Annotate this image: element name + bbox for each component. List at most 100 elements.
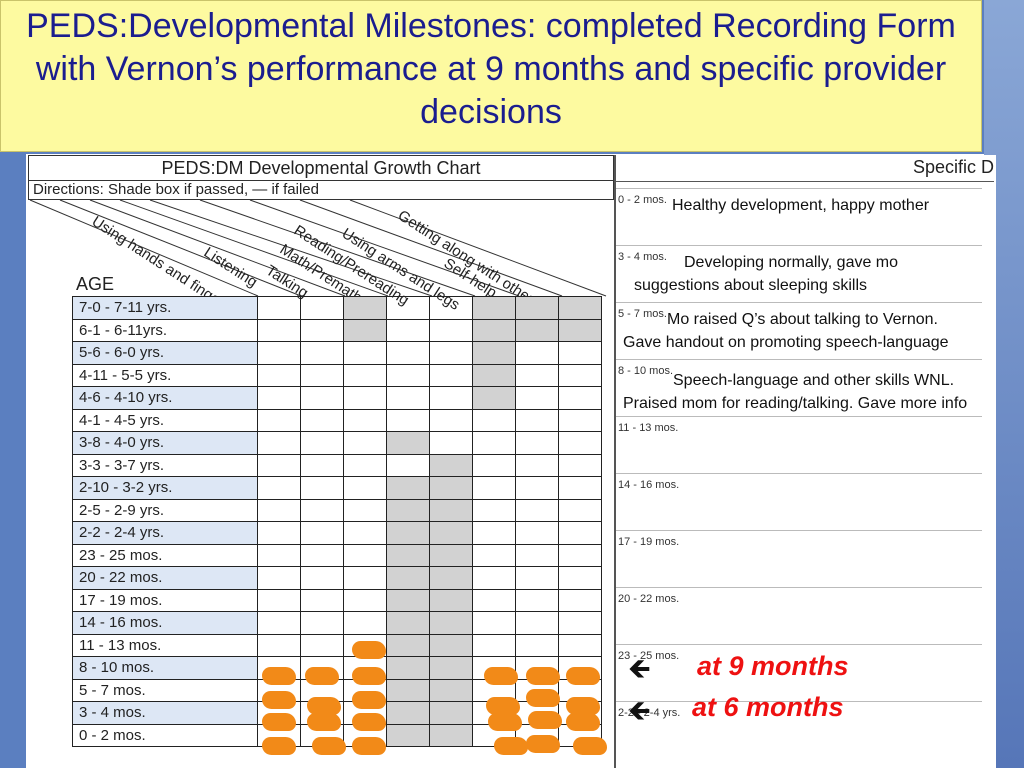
- passed-marker: [307, 697, 341, 715]
- grid-cell: [429, 566, 473, 590]
- grid-cell: [300, 296, 344, 320]
- grid-cell: [386, 341, 430, 365]
- grid-cell: [429, 296, 473, 320]
- grid-cell: [429, 656, 473, 680]
- grid-cell: [429, 363, 473, 387]
- grid-cell: [257, 566, 301, 590]
- decision-note: Mo raised Q’s about talking to Vernon. G…: [623, 311, 949, 351]
- grid-cell: [472, 476, 516, 500]
- grid-cell: [300, 588, 344, 612]
- grid-cell: [472, 521, 516, 545]
- grid-cell: [300, 611, 344, 635]
- grid-cell: [343, 341, 387, 365]
- grid-cell: [257, 521, 301, 545]
- passed-marker: [573, 737, 607, 755]
- grid-cell: [257, 341, 301, 365]
- grid-cell: [515, 341, 559, 365]
- grid-cell: [558, 386, 602, 410]
- table-row: 4-11 - 5-5 yrs.: [72, 363, 602, 387]
- age-row-label: 2-10 - 3-2 yrs.: [72, 476, 258, 500]
- age-row-label: 17 - 19 mos.: [72, 588, 258, 612]
- table-row: 11 - 13 mos.: [72, 633, 602, 657]
- grid-cell: [515, 296, 559, 320]
- grid-cell: [300, 521, 344, 545]
- grid-cell: [386, 588, 430, 612]
- decision-row-line: [616, 701, 982, 702]
- grid-cell: [472, 498, 516, 522]
- grid-cell: [472, 611, 516, 635]
- passed-marker: [526, 689, 560, 707]
- decision-row-line: [616, 359, 982, 360]
- passed-marker: [484, 667, 518, 685]
- age-row-label: 6-1 - 6-11yrs.: [72, 318, 258, 342]
- grid-cell: [472, 543, 516, 567]
- decision-row-line: [616, 416, 982, 417]
- grid-cell: [472, 386, 516, 410]
- grid-cell: [386, 701, 430, 725]
- passed-marker: [488, 713, 522, 731]
- grid-cell: [343, 296, 387, 320]
- grid-cell: [472, 453, 516, 477]
- passed-marker: [352, 737, 386, 755]
- passed-marker: [262, 691, 296, 709]
- decision-row-label: 23 - 25 mos.: [618, 650, 680, 662]
- grid-cell: [386, 543, 430, 567]
- age-row-label: 11 - 13 mos.: [72, 633, 258, 657]
- growth-chart-grid: 7-0 - 7-11 yrs. 6-1 - 6-11yrs. 5-6 - 6-0 y…: [72, 296, 602, 747]
- grid-cell: [515, 318, 559, 342]
- grid-cell: [300, 566, 344, 590]
- grid-cell: [300, 633, 344, 657]
- grid-cell: [429, 498, 473, 522]
- grid-cell: [343, 408, 387, 432]
- decision-row-label: 11 - 13 mos.: [618, 422, 679, 434]
- table-row: 2-2 - 2-4 yrs.: [72, 521, 602, 545]
- age-row-label: 4-11 - 5-5 yrs.: [72, 363, 258, 387]
- table-row: 2-5 - 2-9 yrs.: [72, 498, 602, 522]
- grid-cell: [257, 431, 301, 455]
- grid-cell: [386, 453, 430, 477]
- annotation-9-months: at 9 months: [697, 651, 849, 681]
- decision-row-line: [616, 188, 982, 189]
- left-arrow-icon: 🡸: [628, 695, 651, 726]
- grid-cell: [343, 611, 387, 635]
- grid-cell: [300, 453, 344, 477]
- decision-row-line: [616, 302, 982, 303]
- decision-row-line: [616, 587, 982, 588]
- grid-cell: [300, 476, 344, 500]
- grid-cell: [472, 363, 516, 387]
- table-row: 3-3 - 3-7 yrs.: [72, 453, 602, 477]
- grid-cell: [515, 431, 559, 455]
- grid-cell: [558, 633, 602, 657]
- grid-cell: [300, 341, 344, 365]
- decision-row-label: 0 - 2 mos.: [618, 194, 667, 206]
- grid-cell: [558, 318, 602, 342]
- grid-cell: [429, 408, 473, 432]
- slide-title: PEDS:Developmental Milestones: completed…: [0, 0, 982, 152]
- grid-cell: [386, 296, 430, 320]
- passed-marker: [352, 691, 386, 709]
- grid-cell: [300, 363, 344, 387]
- table-row: 23 - 25 mos.: [72, 543, 602, 567]
- grid-cell: [558, 453, 602, 477]
- passed-marker: [526, 735, 560, 753]
- table-row: 3-8 - 4-0 yrs.: [72, 431, 602, 455]
- age-row-label: 4-6 - 4-10 yrs.: [72, 386, 258, 410]
- grid-cell: [558, 408, 602, 432]
- passed-marker: [494, 737, 528, 755]
- decision-row-label: 2-2 - 2-4 yrs.: [618, 707, 681, 719]
- passed-marker: [312, 737, 346, 755]
- grid-cell: [429, 431, 473, 455]
- passed-marker: [352, 641, 386, 659]
- passed-marker: [305, 667, 339, 685]
- grid-cell: [558, 543, 602, 567]
- grid-cell: [257, 543, 301, 567]
- decision-note: Developing normally, gave mo suggestions…: [634, 254, 899, 294]
- grid-cell: [558, 588, 602, 612]
- grid-cell: [558, 296, 602, 320]
- decision-note: Speech-language and other skills WNL. Pr…: [623, 372, 968, 412]
- grid-cell: [386, 566, 430, 590]
- grid-cell: [300, 408, 344, 432]
- age-row-label: 23 - 25 mos.: [72, 543, 258, 567]
- grid-cell: [386, 386, 430, 410]
